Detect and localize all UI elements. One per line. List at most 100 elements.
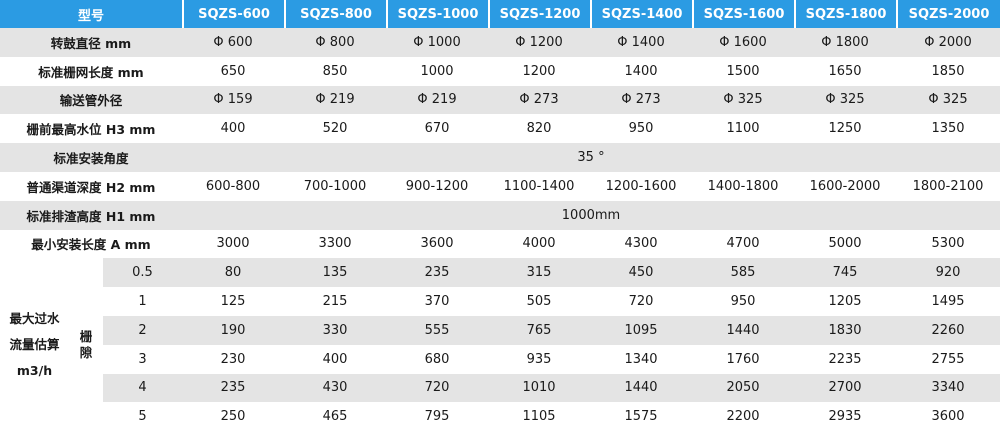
table-cell: 2260 [896,315,1000,345]
gap-value: 3 [103,344,182,374]
table-cell: 1350 [896,114,1000,144]
table-cell: 1200 [488,56,590,86]
table-cell: 900-1200 [386,171,488,201]
table-cell: 1440 [590,373,692,403]
flow-row: 1 125 215 370 505 720 950 1205 1495 [0,287,1000,316]
table-cell: 700-1000 [284,171,386,201]
flow-label: 最大过水 流量估算 m3/h [0,258,69,432]
gap-value: 1 [103,287,182,316]
table-cell: 3600 [386,229,488,259]
table-cell: Φ 325 [794,85,896,115]
gap-label: 栅 隙 [69,258,103,432]
row-label: 栅前最高水位 H3 mm [0,114,182,144]
table-cell: 1575 [590,402,692,432]
table-cell: Φ 325 [896,85,1000,115]
gap-value: 0.5 [103,258,182,288]
table-cell: 670 [386,114,488,144]
table-cell: 795 [386,402,488,432]
flow-row: 2 190 330 555 765 1095 1440 1830 2260 [0,315,1000,345]
table-cell: Φ 1200 [488,28,590,57]
header-model: SQZS-800 [284,0,386,28]
header-model: SQZS-1600 [692,0,794,28]
table-cell: 450 [590,258,692,288]
row-label: 标准栅网长度 mm [0,56,182,86]
row-label: 转鼓直径 mm [0,28,182,57]
table-cell: 5300 [896,229,1000,259]
flow-row: 3 230 400 680 935 1340 1760 2235 2755 [0,344,1000,374]
table-cell: 1000 [386,56,488,86]
table-cell: Φ 273 [590,85,692,115]
table-cell: 1650 [794,56,896,86]
table-cell: 1010 [488,373,590,403]
table-cell: 1400 [590,56,692,86]
table-cell: 215 [284,287,386,316]
table-cell: 680 [386,344,488,374]
table-cell: 950 [590,114,692,144]
table-cell: Φ 1000 [386,28,488,57]
table-cell: 1400-1800 [692,171,794,201]
table-cell: 465 [284,402,386,432]
table-cell: Φ 1800 [794,28,896,57]
table-cell: Φ 273 [488,85,590,115]
table-cell: 3340 [896,373,1000,403]
table-cell: 650 [182,56,284,86]
table-cell: 190 [182,315,284,345]
table-cell: 1830 [794,315,896,345]
table-cell: 250 [182,402,284,432]
table-cell: Φ 600 [182,28,284,57]
table-cell: 1850 [896,56,1000,86]
flow-label-line: 最大过水 [9,310,60,326]
table-cell: 950 [692,287,794,316]
row-label: 输送管外径 [0,85,182,115]
table-cell: 2235 [794,344,896,374]
table-cell: 1250 [794,114,896,144]
table-cell: 2700 [794,373,896,403]
table-cell: 1100-1400 [488,171,590,201]
table-cell: 5000 [794,229,896,259]
table-cell: 125 [182,287,284,316]
table-cell: Φ 159 [182,85,284,115]
row-label: 最小安装长度 A mm [0,229,182,259]
table-cell: Φ 325 [692,85,794,115]
row-min-length: 最小安装长度 A mm 3000 3300 3600 4000 4300 470… [0,229,1000,259]
row-channel-depth: 普通渠道深度 H2 mm 600-800 700-1000 900-1200 1… [0,171,1000,201]
table-cell: 720 [590,287,692,316]
table-cell: 80 [182,258,284,288]
flow-label-line: m3/h [16,362,53,378]
table-cell: 4000 [488,229,590,259]
row-label: 标准安装角度 [0,143,182,172]
table-cell: 1105 [488,402,590,432]
table-cell-merged: 35 ° [182,143,1000,172]
table-cell: 1340 [590,344,692,374]
header-model: SQZS-1400 [590,0,692,28]
table-cell: 765 [488,315,590,345]
table-cell: 520 [284,114,386,144]
row-discharge-height: 标准排渣高度 H1 mm 1000mm [0,200,1000,230]
header-model: SQZS-1800 [794,0,896,28]
header-model: SQZS-2000 [896,0,1000,28]
row-label: 普通渠道深度 H2 mm [0,171,182,201]
row-screen-length: 标准栅网长度 mm 650 850 1000 1200 1400 1500 16… [0,56,1000,86]
table-cell: 1800-2100 [896,171,1000,201]
table-cell: 920 [896,258,1000,288]
header-model-label: 型号 [0,0,182,28]
gap-value: 5 [103,402,182,432]
table-cell: 1200-1600 [590,171,692,201]
table-cell: 1100 [692,114,794,144]
header-model: SQZS-1200 [488,0,590,28]
table-cell: 135 [284,258,386,288]
table-cell: 3600 [896,402,1000,432]
table-cell: Φ 219 [386,85,488,115]
table-cell: 1495 [896,287,1000,316]
table-cell: 235 [386,258,488,288]
table-cell: 4300 [590,229,692,259]
row-label: 标准排渣高度 H1 mm [0,200,182,230]
table-cell: 235 [182,373,284,403]
table-cell: 1760 [692,344,794,374]
gap-label-char: 栅 [79,328,93,344]
header-model: SQZS-1000 [386,0,488,28]
table-cell: 1440 [692,315,794,345]
flow-row: 最大过水 流量估算 m3/h 栅 隙 0.5 80 135 235 3 1 5 45… [0,258,1000,432]
table-cell: 2755 [896,344,1000,374]
